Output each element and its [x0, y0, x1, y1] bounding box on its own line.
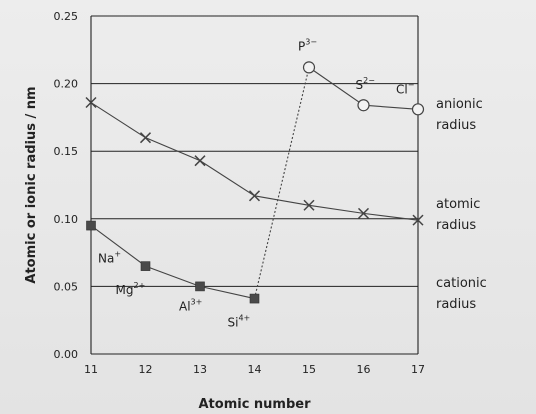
element-symbol: Al: [179, 299, 191, 313]
ion-charge: 2−: [363, 76, 375, 85]
x-tick-label: 16: [357, 363, 371, 376]
cationic-point-label: Al3+: [179, 297, 202, 313]
atomic-radius-point: [85, 96, 97, 109]
anionic-radius-point: [302, 61, 316, 74]
atomic-radius-point: [412, 214, 424, 226]
cationic-point-label: Si4+: [228, 314, 251, 330]
y-tick-label: 0.00: [54, 348, 79, 361]
x-tick-label: 17: [411, 363, 425, 376]
atomic-radius-point: [248, 190, 261, 202]
axes-layer: 0.00 0.05 0.10 0.15 0.20 0.25 11 12 13 14 15 16 17: [54, 10, 426, 376]
cationic-radius-point: [195, 281, 205, 292]
anionic-radius-point: [411, 103, 425, 116]
y-tick-label: 0.15: [54, 145, 79, 158]
ion-charge: 3−: [305, 37, 317, 46]
element-symbol: P: [298, 39, 305, 53]
points-layer: [85, 61, 425, 304]
anionic-series-label-line: radius: [436, 118, 476, 133]
atomic-radius-point: [194, 155, 206, 167]
x-axis-title: Atomic number: [198, 397, 311, 412]
ion-charge: 4+: [238, 314, 250, 323]
cationic-series-label-line: cationic: [436, 276, 487, 291]
grid-layer: [91, 83, 418, 287]
ion-charge: 2+: [133, 281, 145, 290]
x-tick-label: 14: [248, 363, 262, 376]
ion-charge: −: [408, 80, 415, 89]
cationic-radius-line: [90, 225, 255, 300]
y-tick-label: 0.05: [54, 280, 79, 293]
element-symbol: Cl: [396, 82, 408, 96]
cationic-series-label-line: radius: [436, 297, 476, 312]
anionic-point-label: S2−: [356, 76, 375, 92]
y-axis-title: Atomic or ionic radius / nm: [24, 86, 39, 283]
anionic-point-label: P3−: [298, 37, 317, 53]
cationic-radius-point: [86, 220, 96, 231]
y-tick-label: 0.10: [54, 213, 79, 226]
cation-anion-connector: [253, 67, 310, 299]
labels-layer: Na+ Mg2+ Al3+ Si4+ P3− S2− Cl− atomic radius cati…: [98, 37, 487, 329]
x-tick-label: 12: [139, 363, 153, 376]
ion-charge: +: [114, 250, 121, 259]
element-symbol: Si: [228, 316, 239, 330]
ion-charge: 3+: [191, 297, 203, 306]
x-tick-label: 15: [302, 363, 316, 376]
atomic-series-label-line: radius: [436, 218, 476, 233]
cationic-radius-point: [249, 293, 260, 304]
y-tick-label: 0.20: [54, 78, 79, 91]
atomic-radius-point: [139, 132, 152, 144]
anionic-series-label-line: anionic: [436, 97, 483, 112]
element-symbol: S: [356, 78, 364, 92]
x-tick-label: 13: [193, 363, 207, 376]
x-tick-label: 11: [84, 363, 98, 376]
atomic-radius-point: [303, 199, 315, 211]
cationic-point-label: Na+: [98, 250, 121, 266]
atomic-radius-line: [90, 102, 419, 221]
atomic-series-label-line: atomic: [436, 197, 480, 212]
anionic-radius-point: [357, 99, 370, 112]
element-symbol: Na: [98, 252, 114, 266]
lines-layer: [90, 66, 419, 300]
anionic-point-label: Cl−: [396, 80, 414, 96]
cationic-point-label: Mg2+: [116, 281, 146, 297]
element-symbol: Mg: [116, 283, 134, 297]
cationic-radius-point: [140, 261, 151, 271]
atomic-radius-point: [357, 207, 370, 219]
y-tick-label: 0.25: [54, 10, 79, 23]
